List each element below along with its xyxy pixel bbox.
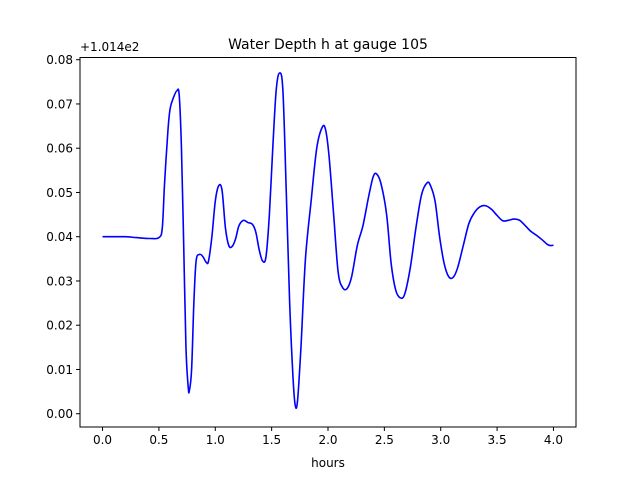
y-tick-label: 0.03 (46, 274, 73, 288)
plot-frame (79, 57, 577, 428)
series-layer (102, 72, 554, 410)
y-tick-label: 0.07 (46, 97, 73, 111)
series-line-0 (102, 72, 554, 410)
y-tick-label: 0.01 (46, 363, 73, 377)
y-offset-text: +1.014e2 (80, 40, 139, 54)
x-tick-label: 1.0 (206, 433, 225, 447)
chart-title: Water Depth h at gauge 105 (228, 37, 428, 53)
y-tick-label: 0.04 (46, 230, 73, 244)
x-tick-label: 2.5 (375, 433, 394, 447)
y-axis-ticks: 0.00 0.01 0.02 0.03 0.04 0.05 0.06 0.07 0.08 (46, 53, 80, 421)
x-tick-label: 0.5 (149, 433, 168, 447)
y-tick-label: 0.00 (46, 407, 73, 421)
x-tick-label: 1.5 (262, 433, 281, 447)
y-tick-label: 0.05 (46, 186, 73, 200)
x-tick-label: 0.0 (93, 433, 112, 447)
y-tick-label: 0.08 (46, 53, 73, 67)
x-tick-label: 3.0 (431, 433, 450, 447)
x-axis-ticks: 0.0 0.5 1.0 1.5 2.0 2.5 3.0 3.5 4.0 (93, 427, 563, 447)
y-tick-label: 0.06 (46, 142, 73, 156)
y-tick-label: 0.02 (46, 319, 73, 333)
x-tick-label: 4.0 (544, 433, 563, 447)
x-axis-label: hours (311, 456, 345, 470)
x-tick-label: 3.5 (488, 433, 507, 447)
x-tick-label: 2.0 (318, 433, 337, 447)
